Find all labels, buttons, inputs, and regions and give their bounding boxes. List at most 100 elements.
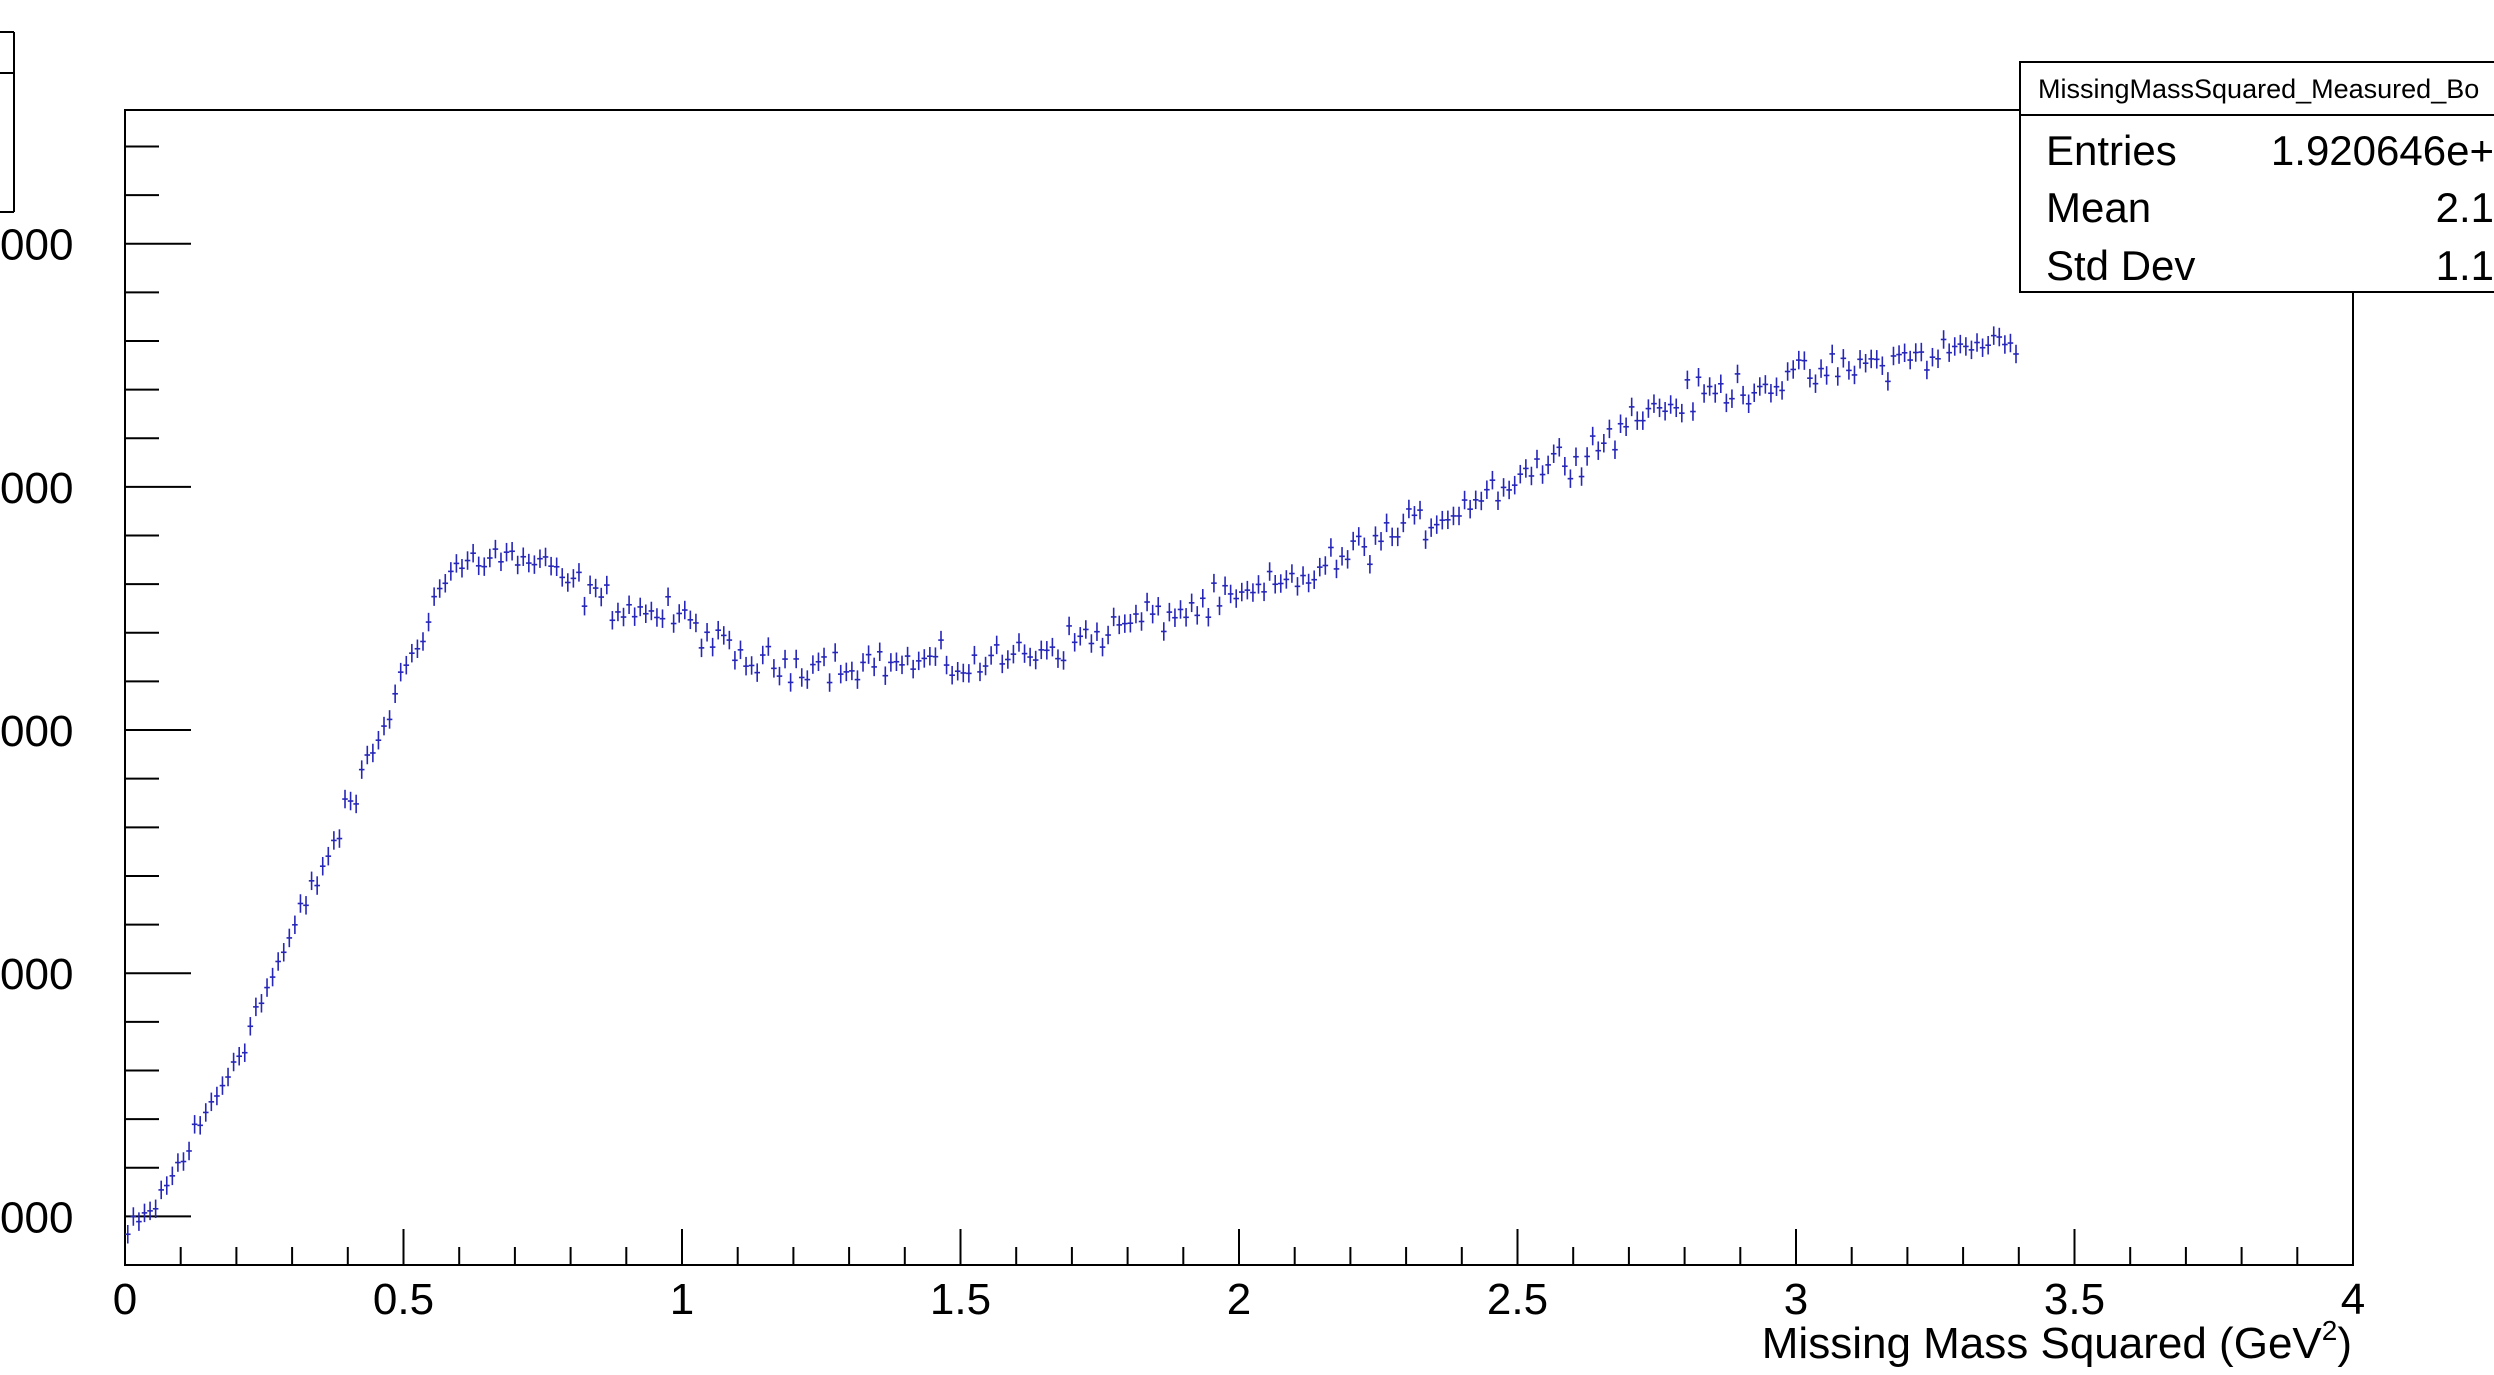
- data-point: [854, 670, 861, 689]
- data-point: [409, 643, 415, 663]
- data-point: [1495, 491, 1501, 510]
- data-point: [225, 1067, 231, 1087]
- data-point: [202, 1103, 209, 1122]
- data-point: [125, 1225, 131, 1244]
- data-point: [592, 578, 599, 598]
- data-point: [1996, 327, 2003, 347]
- data-point: [1567, 469, 1574, 488]
- data-point: [732, 651, 738, 670]
- data-point: [1918, 342, 1925, 362]
- data-point: [1985, 335, 1991, 355]
- data-point: [1489, 470, 1496, 490]
- data-point: [314, 876, 320, 895]
- x-axis-title: Missing Mass Squared (GeV2): [1762, 1315, 2352, 1368]
- data-point: [1690, 402, 1696, 421]
- data-point: [637, 597, 644, 617]
- data-point: [1417, 500, 1423, 520]
- x-axis: 0 0.5 1 1.5 2 2.5 3 3.5 4: [113, 1229, 2365, 1324]
- data-point: [748, 656, 755, 675]
- data-point: [1740, 385, 1746, 405]
- data-point: [943, 655, 950, 675]
- data-point: [865, 645, 872, 664]
- data-point: [1829, 344, 1835, 364]
- data-point: [1573, 447, 1579, 466]
- data-point: [136, 1212, 142, 1231]
- data-point: [648, 601, 655, 621]
- data-point: [1885, 372, 1891, 391]
- data-point: [1294, 577, 1301, 596]
- data-point: [464, 551, 471, 570]
- data-point: [1539, 465, 1546, 484]
- data-point: [448, 562, 454, 581]
- data-point: [1305, 573, 1312, 593]
- data-point: [1667, 395, 1674, 414]
- data-point: [1283, 570, 1290, 589]
- data-point: [1094, 622, 1100, 641]
- data-point: [1433, 515, 1440, 534]
- data-point: [798, 668, 805, 687]
- data-point: [893, 652, 900, 671]
- data-point: [375, 730, 382, 750]
- data-point: [1244, 580, 1251, 600]
- data-point: [659, 609, 666, 628]
- data-point: [1038, 640, 1045, 660]
- x-tick-label: 2.5: [1487, 1275, 1548, 1324]
- y-tick-label: 000: [0, 707, 73, 756]
- data-point: [1311, 570, 1317, 589]
- data-point: [1378, 532, 1384, 551]
- data-point: [297, 894, 304, 913]
- data-point: [715, 620, 721, 640]
- data-point: [1595, 441, 1602, 460]
- data-point: [1695, 368, 1702, 387]
- data-point: [1617, 414, 1624, 433]
- data-point: [754, 663, 760, 682]
- data-point: [436, 579, 443, 598]
- data-point: [1979, 338, 1986, 357]
- data-point: [1768, 384, 1774, 403]
- data-point: [793, 649, 799, 669]
- data-point: [1110, 607, 1117, 627]
- data-point: [1857, 350, 1863, 369]
- x-tick-label: 2: [1227, 1275, 1251, 1324]
- data-point: [988, 646, 994, 665]
- data-point: [1511, 475, 1518, 495]
- data-point: [1478, 491, 1485, 511]
- data-point: [904, 646, 911, 666]
- data-point: [1862, 353, 1869, 373]
- data-point: [1400, 513, 1407, 533]
- data-point: [1890, 346, 1897, 366]
- data-point: [682, 600, 688, 620]
- data-point: [403, 655, 410, 675]
- data-point: [1834, 367, 1841, 386]
- data-point: [1963, 337, 1969, 356]
- data-point: [1534, 449, 1540, 469]
- data-point: [364, 745, 371, 765]
- data-point: [1461, 490, 1468, 510]
- left-edge-box: [0, 31, 15, 213]
- data-point: [180, 1152, 187, 1171]
- data-point: [737, 640, 744, 660]
- data-point: [1027, 647, 1033, 667]
- data-point: [1333, 559, 1340, 579]
- data-point: [537, 549, 543, 568]
- data-point: [1183, 608, 1189, 627]
- data-point: [1623, 417, 1629, 436]
- data-point: [1628, 397, 1635, 417]
- data-point: [1088, 634, 1095, 653]
- data-point: [414, 639, 421, 659]
- data-point: [197, 1116, 203, 1135]
- stats-entries-value: 1.920646e+: [2271, 127, 2494, 174]
- data-point: [1578, 467, 1585, 486]
- data-point: [319, 856, 326, 876]
- data-point: [1422, 530, 1429, 549]
- data-point: [609, 611, 616, 630]
- data-point: [1406, 499, 1412, 519]
- data-point: [1762, 375, 1769, 394]
- data-point: [765, 637, 772, 656]
- stats-title: MissingMassSquared_Measured_Bo: [2038, 74, 2479, 104]
- data-point: [1912, 343, 1919, 362]
- data-point: [1924, 360, 1930, 380]
- data-point: [1935, 349, 1941, 369]
- data-point: [598, 587, 605, 607]
- x-tick-label: 3: [1784, 1275, 1808, 1324]
